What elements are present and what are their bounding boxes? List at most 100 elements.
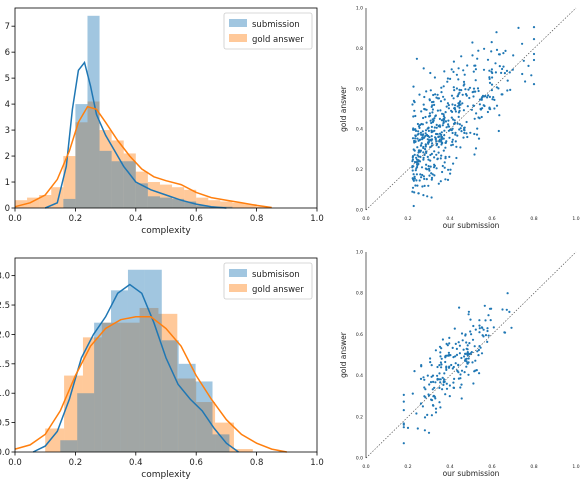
scatter-point <box>445 140 448 143</box>
histogram-bar <box>123 161 136 208</box>
legend-label: submisison <box>252 270 300 280</box>
scatter-point <box>419 173 422 176</box>
scatter-point <box>438 386 441 389</box>
scatter-point <box>451 143 454 146</box>
scatter-point <box>427 129 430 132</box>
scatter-point <box>465 341 468 344</box>
x-tick-label: 1.0 <box>572 464 579 470</box>
scatter-point <box>487 334 490 337</box>
scatter-point <box>429 357 432 360</box>
x-tick-label: 0.0 <box>362 464 369 470</box>
scatter-point <box>457 371 460 374</box>
y-tick-label: 3 <box>5 126 10 136</box>
scatter-point <box>465 357 468 360</box>
scatter-point <box>453 89 456 92</box>
scatter-point <box>413 191 416 194</box>
scatter-point <box>434 397 437 400</box>
scatter-point <box>466 64 469 67</box>
y-tick-label: 0.8 <box>356 46 363 52</box>
y-tick-label: 0.4 <box>356 127 363 133</box>
scatter-point <box>414 184 417 187</box>
scatter-point <box>441 338 444 341</box>
x-tick-label: 0.8 <box>250 458 264 468</box>
histogram-bar <box>196 197 209 208</box>
scatter-point <box>444 355 447 358</box>
histogram-bar <box>101 322 121 452</box>
scatter-point <box>474 369 477 372</box>
x-tick-label: 0.4 <box>129 214 143 224</box>
scatter-point <box>486 329 489 333</box>
y-tick-label: 1.0 <box>0 389 10 399</box>
scatter-point <box>438 401 441 404</box>
kde-line <box>32 283 239 453</box>
scatter-point <box>425 108 428 111</box>
scatter-point <box>474 359 477 362</box>
scatter-point <box>426 138 429 141</box>
scatter-point <box>422 151 425 154</box>
scatter-point <box>430 125 433 128</box>
y-tick-label: 0.0 <box>356 208 363 214</box>
histogram-bar <box>144 269 162 452</box>
scatter-point <box>438 364 441 367</box>
scatter-point <box>478 117 481 120</box>
scatter-point <box>434 136 437 139</box>
x-axis-label: our submission <box>443 221 500 230</box>
scatter-point <box>464 93 468 96</box>
scatter-point <box>462 136 465 139</box>
scatter-point <box>466 105 469 108</box>
scatter-point <box>444 157 447 160</box>
scatter-point <box>472 104 475 108</box>
scatter-point <box>434 381 437 384</box>
scatter-point <box>466 348 469 351</box>
scatter-point <box>426 413 429 416</box>
histogram-bar <box>75 122 88 208</box>
scatter-point <box>500 93 503 96</box>
scatter-point <box>422 146 425 150</box>
scatter-point <box>430 178 433 181</box>
scatter-point <box>445 365 448 368</box>
scatter-point <box>503 72 506 75</box>
scatter-point <box>477 137 481 140</box>
scatter-point <box>472 382 475 385</box>
scatter-point <box>422 67 425 70</box>
scatter-point <box>438 372 441 375</box>
scatter-point <box>448 155 451 158</box>
scatter-point <box>458 102 461 105</box>
scatter-point <box>464 334 467 337</box>
scatter-point <box>419 138 422 141</box>
scatter-point <box>481 334 484 337</box>
scatter-point <box>475 133 479 136</box>
scatter-point <box>467 373 470 376</box>
scatter-point <box>424 148 427 151</box>
scatter-point <box>457 115 460 118</box>
scatter-point <box>417 159 420 162</box>
scatter-point <box>440 137 443 141</box>
scatter-point <box>454 362 457 365</box>
histogram-bar <box>196 402 216 452</box>
scatter-point <box>414 114 417 118</box>
legend-swatch <box>229 284 247 292</box>
scatter-point <box>433 150 436 153</box>
scatter-point <box>443 380 446 383</box>
scatter-point <box>497 129 500 133</box>
scatter-point <box>456 105 459 108</box>
scatter-point <box>412 115 415 118</box>
scatter-point <box>437 97 440 100</box>
scatter-point <box>460 397 463 400</box>
scatter-point <box>495 31 498 34</box>
scatter-point <box>420 166 424 169</box>
y-tick-label: 0.6 <box>356 332 363 338</box>
scatter-point <box>457 93 460 96</box>
scatter-point <box>469 352 472 355</box>
scatter-point <box>428 169 431 172</box>
scatter-point <box>487 314 490 317</box>
scatter-point <box>491 76 494 79</box>
scatter-point <box>445 368 448 371</box>
scatter-point <box>431 108 434 111</box>
scatter-point <box>439 361 442 364</box>
scatter-point <box>430 144 433 147</box>
histogram-bar <box>256 206 269 208</box>
scatter-point <box>427 158 430 161</box>
scatter-point <box>425 121 428 124</box>
scatter-point <box>457 67 460 70</box>
